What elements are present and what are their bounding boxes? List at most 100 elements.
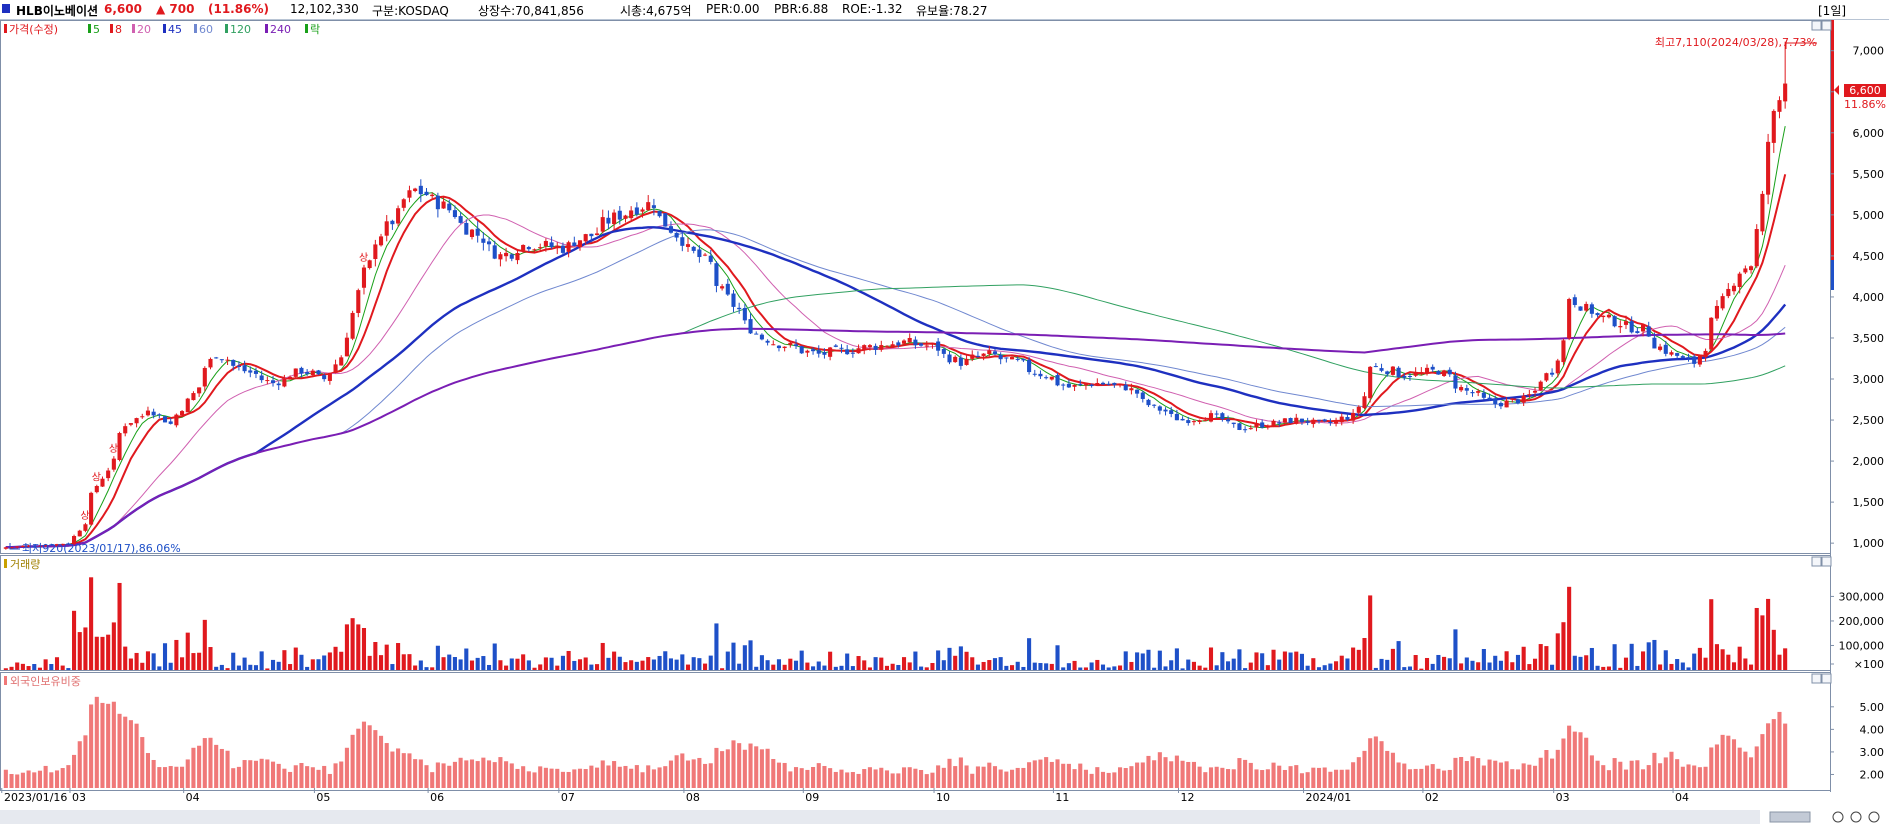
- foreign-bar: [1282, 769, 1287, 788]
- stock-name[interactable]: HLB이노베이션: [16, 4, 99, 18]
- volume-bar: [1334, 661, 1339, 670]
- foreign-bar: [1487, 759, 1492, 788]
- volume-bar: [1203, 667, 1208, 670]
- candle-body: [924, 345, 929, 347]
- foreign-bar: [856, 773, 861, 788]
- foreign-bar: [390, 751, 395, 788]
- foreign-legend-marker: [4, 676, 7, 685]
- foreign-bar: [577, 768, 583, 788]
- foreign-bar: [1180, 760, 1185, 788]
- candle-body: [1407, 376, 1413, 378]
- minimize-icon[interactable]: [1811, 673, 1822, 684]
- volume-bar: [646, 657, 651, 670]
- volume-bar: [299, 654, 304, 670]
- foreign-bar: [509, 763, 514, 788]
- foreign-bar: [765, 748, 770, 788]
- volume-bar: [1453, 629, 1458, 670]
- candle-body: [742, 308, 747, 321]
- foreign-bar: [572, 769, 577, 788]
- scrollbar-thumb[interactable]: [1769, 811, 1811, 823]
- candle-body: [947, 354, 952, 363]
- volume-bar: [26, 666, 31, 670]
- volume-bar: [145, 651, 151, 670]
- foreign-bar: [907, 767, 912, 788]
- legend-ma-label: 60: [199, 23, 213, 36]
- candle-body: [879, 345, 884, 350]
- foreign-bar: [629, 768, 634, 788]
- candle-body: [378, 236, 384, 246]
- volume-bar: [532, 667, 537, 670]
- candle-body: [236, 365, 241, 368]
- zoom-in-icon[interactable]: [1850, 811, 1862, 823]
- candle-body: [1294, 417, 1299, 424]
- candle-body: [140, 416, 145, 418]
- volume-bar: [748, 640, 753, 670]
- volume-bar: [367, 655, 372, 670]
- close-icon[interactable]: [1821, 556, 1832, 567]
- candle-body: [26, 545, 31, 547]
- volume-bar: [617, 656, 622, 670]
- menu-marker-icon[interactable]: [2, 4, 10, 13]
- foreign-bar: [776, 762, 782, 788]
- x-tick-label: 2024/01: [1306, 791, 1352, 804]
- foreign-bar: [83, 735, 88, 788]
- candle-body: [225, 359, 230, 361]
- scrollbar-track[interactable]: [0, 810, 1760, 824]
- candle-body: [305, 372, 310, 374]
- volume-bar: [168, 662, 173, 670]
- candle-body: [538, 247, 543, 249]
- foreign-bar: [992, 766, 998, 788]
- zoom-reset-icon[interactable]: [1868, 811, 1880, 823]
- low-arrow-icon: [9, 543, 20, 550]
- candle-body: [322, 375, 327, 380]
- candle-body: [469, 229, 475, 238]
- price-change: ▲ 700: [156, 2, 195, 16]
- close-icon[interactable]: [1821, 20, 1832, 31]
- foreign-bar: [162, 767, 168, 788]
- candle-body: [1510, 398, 1515, 400]
- foreign-bar: [305, 766, 310, 788]
- candle-body: [754, 333, 759, 335]
- volume-bar: [657, 655, 662, 670]
- minimize-icon[interactable]: [1811, 20, 1822, 31]
- candle-body: [799, 346, 804, 354]
- foreign-bar: [72, 754, 77, 788]
- candle-body: [555, 245, 560, 248]
- minimize-icon[interactable]: [1811, 556, 1822, 567]
- foreign-bar: [60, 768, 65, 788]
- volume-bar: [612, 651, 617, 670]
- y-tick-label: ×100: [1854, 658, 1884, 671]
- candle-body: [1169, 410, 1174, 414]
- foreign-bar: [782, 762, 787, 788]
- candle-body: [509, 254, 514, 259]
- volume-bar: [1237, 649, 1242, 670]
- candle-body: [1282, 418, 1287, 423]
- foreign-bar: [418, 759, 423, 788]
- foreign-bar: [1294, 765, 1299, 788]
- period-button[interactable]: [1일]: [1818, 4, 1847, 18]
- foreign-bar: [339, 761, 344, 788]
- candle-body: [219, 359, 224, 361]
- foreign-bar: [452, 761, 457, 788]
- volume-bar: [424, 667, 429, 670]
- foreign-bar: [1157, 752, 1162, 788]
- x-tick-label: 12: [1180, 791, 1194, 804]
- volume-bar: [1271, 649, 1276, 670]
- candle-body: [543, 240, 548, 247]
- volume-bar: [54, 657, 60, 670]
- volume-bar: [202, 619, 207, 670]
- volume-bar: [401, 654, 406, 670]
- close-icon[interactable]: [1821, 673, 1832, 684]
- foreign-bar: [1646, 765, 1651, 788]
- volume-bar: [1254, 652, 1259, 670]
- candle-body: [1731, 285, 1737, 292]
- candle-body: [1328, 421, 1333, 423]
- volume-bar: [1021, 666, 1026, 670]
- volume-bar: [1743, 658, 1748, 670]
- volume-bar: [1675, 659, 1680, 670]
- foreign-bar: [674, 755, 679, 788]
- candle-body: [1072, 384, 1077, 387]
- foreign-bar: [1032, 760, 1037, 788]
- foreign-bar: [685, 760, 691, 788]
- zoom-out-icon[interactable]: [1832, 811, 1844, 823]
